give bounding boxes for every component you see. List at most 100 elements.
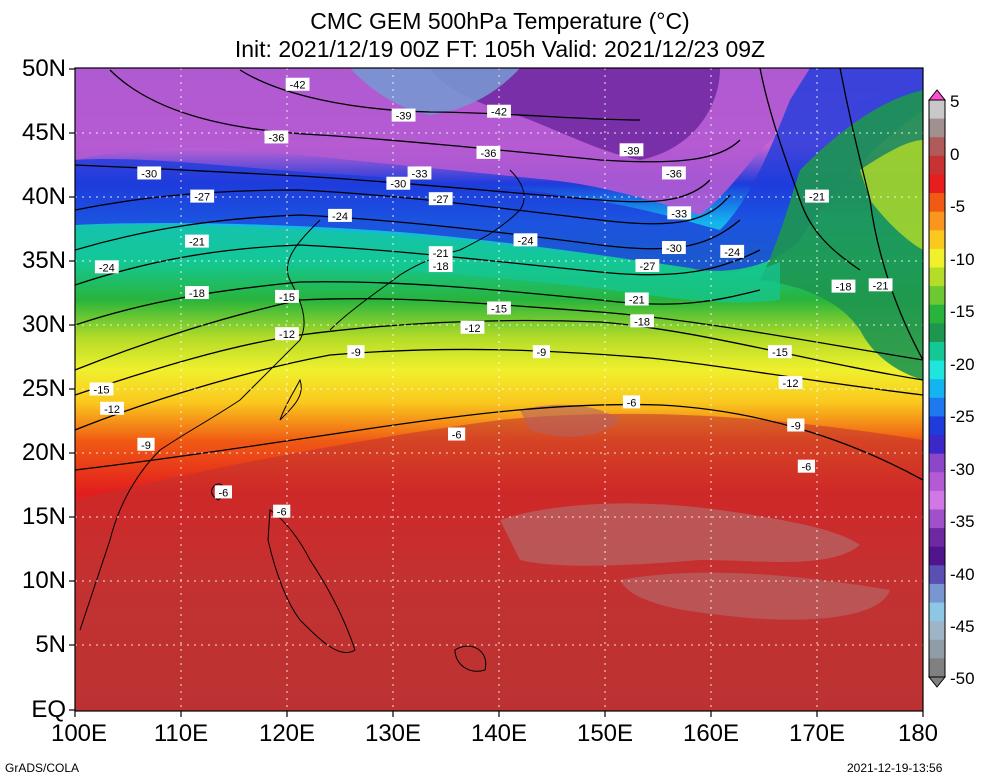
lat-label-eq: EQ bbox=[31, 696, 66, 723]
contour-label: -42 bbox=[290, 80, 306, 92]
contour-label-box bbox=[487, 301, 511, 315]
contour-label: -6 bbox=[627, 397, 637, 409]
contour-label: -42 bbox=[491, 107, 507, 119]
contour-label-box bbox=[635, 259, 660, 273]
contour-label: -33 bbox=[412, 168, 428, 180]
isotherm-minus-15 bbox=[75, 298, 923, 371]
new-guinea-coastline bbox=[454, 645, 487, 672]
contour-label: -9 bbox=[537, 347, 547, 359]
map-title-line-2: Init: 2021/12/19 00Z FT: 105h Valid: 202… bbox=[234, 36, 766, 62]
colorbar-label-minus-15: -15 bbox=[950, 302, 975, 321]
isotherm-minus-9 bbox=[75, 348, 923, 431]
contour-label: -12 bbox=[279, 329, 295, 341]
lon-label-170e: 170E bbox=[788, 720, 846, 747]
lat-label-40n: 40N bbox=[21, 183, 66, 210]
contour-label: -24 bbox=[99, 262, 115, 274]
contour-label-box bbox=[787, 418, 805, 432]
colorbar-label-minus-45: -45 bbox=[950, 617, 975, 636]
colorbar-cell bbox=[929, 602, 945, 622]
colorbar-cell bbox=[929, 286, 945, 306]
contour-label-box bbox=[275, 327, 299, 341]
contour-label: -21 bbox=[809, 192, 825, 204]
contour-label: -30 bbox=[390, 179, 406, 191]
contour-label-group: -30 -27 -21 -24 -18 -15 -12 -9 -15 -12 -9 -6 -6 -42 -3… bbox=[89, 77, 893, 519]
contour-label-box bbox=[448, 427, 466, 441]
warm-patch-1 bbox=[500, 503, 860, 566]
colorbar-label-minus-30: -30 bbox=[950, 460, 975, 479]
lat-label-45n: 45N bbox=[21, 119, 66, 146]
contour-label: -18 bbox=[433, 261, 449, 273]
contour-label-box bbox=[428, 192, 453, 206]
isotherm-east-minus-18 bbox=[839, 68, 923, 361]
cold-core-dark-purple bbox=[430, 68, 720, 160]
contour-label-box bbox=[460, 320, 485, 334]
colorbar-cell bbox=[929, 211, 945, 231]
contour-label-box bbox=[89, 382, 114, 396]
colorbar-bottom-arrow bbox=[927, 676, 947, 688]
contour-label-box bbox=[805, 189, 829, 203]
coastlines bbox=[79, 169, 525, 672]
contour-label-box bbox=[619, 143, 644, 157]
colorbar-cell bbox=[929, 230, 945, 250]
contour-label: -33 bbox=[671, 208, 687, 220]
contour-label: -9 bbox=[791, 421, 801, 433]
eastern-ridge-lime bbox=[860, 140, 923, 250]
contour-label: -21 bbox=[629, 294, 645, 306]
colorbar-cell bbox=[929, 639, 945, 659]
colorbar-label-minus-50: -50 bbox=[950, 669, 975, 688]
contour-label-box bbox=[428, 246, 453, 260]
colorbar-cell bbox=[929, 435, 945, 455]
contour-label-box bbox=[264, 130, 289, 144]
colorbar-label-0: 0 bbox=[950, 145, 960, 164]
contour-label-box bbox=[667, 206, 692, 220]
colorbar-label-minus-10: -10 bbox=[950, 250, 975, 269]
contour-label: -21 bbox=[873, 280, 889, 292]
colorbar-label-minus-20: -20 bbox=[950, 355, 975, 374]
contour-label: -12 bbox=[465, 323, 481, 335]
contour-label-box bbox=[487, 104, 511, 118]
contour-label: -27 bbox=[639, 261, 655, 273]
colorbar-cell bbox=[929, 546, 945, 566]
contour-label: -15 bbox=[94, 385, 110, 397]
warm-patch-2 bbox=[620, 572, 890, 620]
contour-label-box bbox=[630, 314, 654, 328]
lat-label-50n: 50N bbox=[21, 55, 66, 82]
contour-label: -12 bbox=[783, 378, 799, 390]
temperature-field: -30 -27 -21 -24 -18 -15 -12 -9 -15 -12 -9 -6 -6 -42 -3… bbox=[75, 68, 923, 711]
colorbar-label-minus-5: -5 bbox=[950, 197, 966, 216]
contour-label: -36 bbox=[666, 168, 682, 180]
contour-label-box bbox=[137, 166, 162, 180]
colorbar-cell bbox=[929, 658, 945, 678]
lon-label-100e: 100E bbox=[50, 720, 108, 747]
colorbar-cell bbox=[929, 100, 945, 120]
footer-credit: GrADS/COLA bbox=[5, 761, 80, 775]
contour-label-box bbox=[285, 77, 310, 91]
isotherm-minus-36 bbox=[109, 69, 741, 163]
contour-label: -18 bbox=[189, 288, 205, 300]
isotherm-minus-18 bbox=[75, 281, 761, 326]
cold-core-light-blue bbox=[350, 68, 520, 115]
colorbar-cell bbox=[929, 528, 945, 548]
contour-label-box bbox=[386, 176, 411, 190]
lon-label-110e: 110E bbox=[153, 720, 209, 747]
colorbar-cell bbox=[929, 472, 945, 492]
colorbar-cell bbox=[929, 379, 945, 399]
contour-label-box bbox=[532, 345, 550, 359]
lat-label-10n: 10N bbox=[21, 567, 66, 594]
colorbar-cell bbox=[929, 397, 945, 417]
contour-label-box bbox=[720, 244, 745, 258]
teal-band bbox=[75, 224, 780, 303]
colorbar-label-minus-25: -25 bbox=[950, 407, 975, 426]
contour-label: -21 bbox=[433, 248, 449, 260]
contour-label: -18 bbox=[836, 282, 852, 294]
hainan-coastline bbox=[211, 483, 225, 501]
contour-label-box bbox=[328, 208, 352, 222]
lon-label-160e: 160E bbox=[682, 720, 740, 747]
contour-label: -27 bbox=[433, 194, 449, 206]
isotherm-minus-21 bbox=[75, 244, 761, 286]
contour-label: -27 bbox=[194, 192, 210, 204]
contour-label-box bbox=[622, 395, 641, 409]
contour-label: -39 bbox=[624, 145, 640, 157]
contour-label-box bbox=[94, 260, 119, 274]
colorbar-cell bbox=[929, 118, 945, 138]
